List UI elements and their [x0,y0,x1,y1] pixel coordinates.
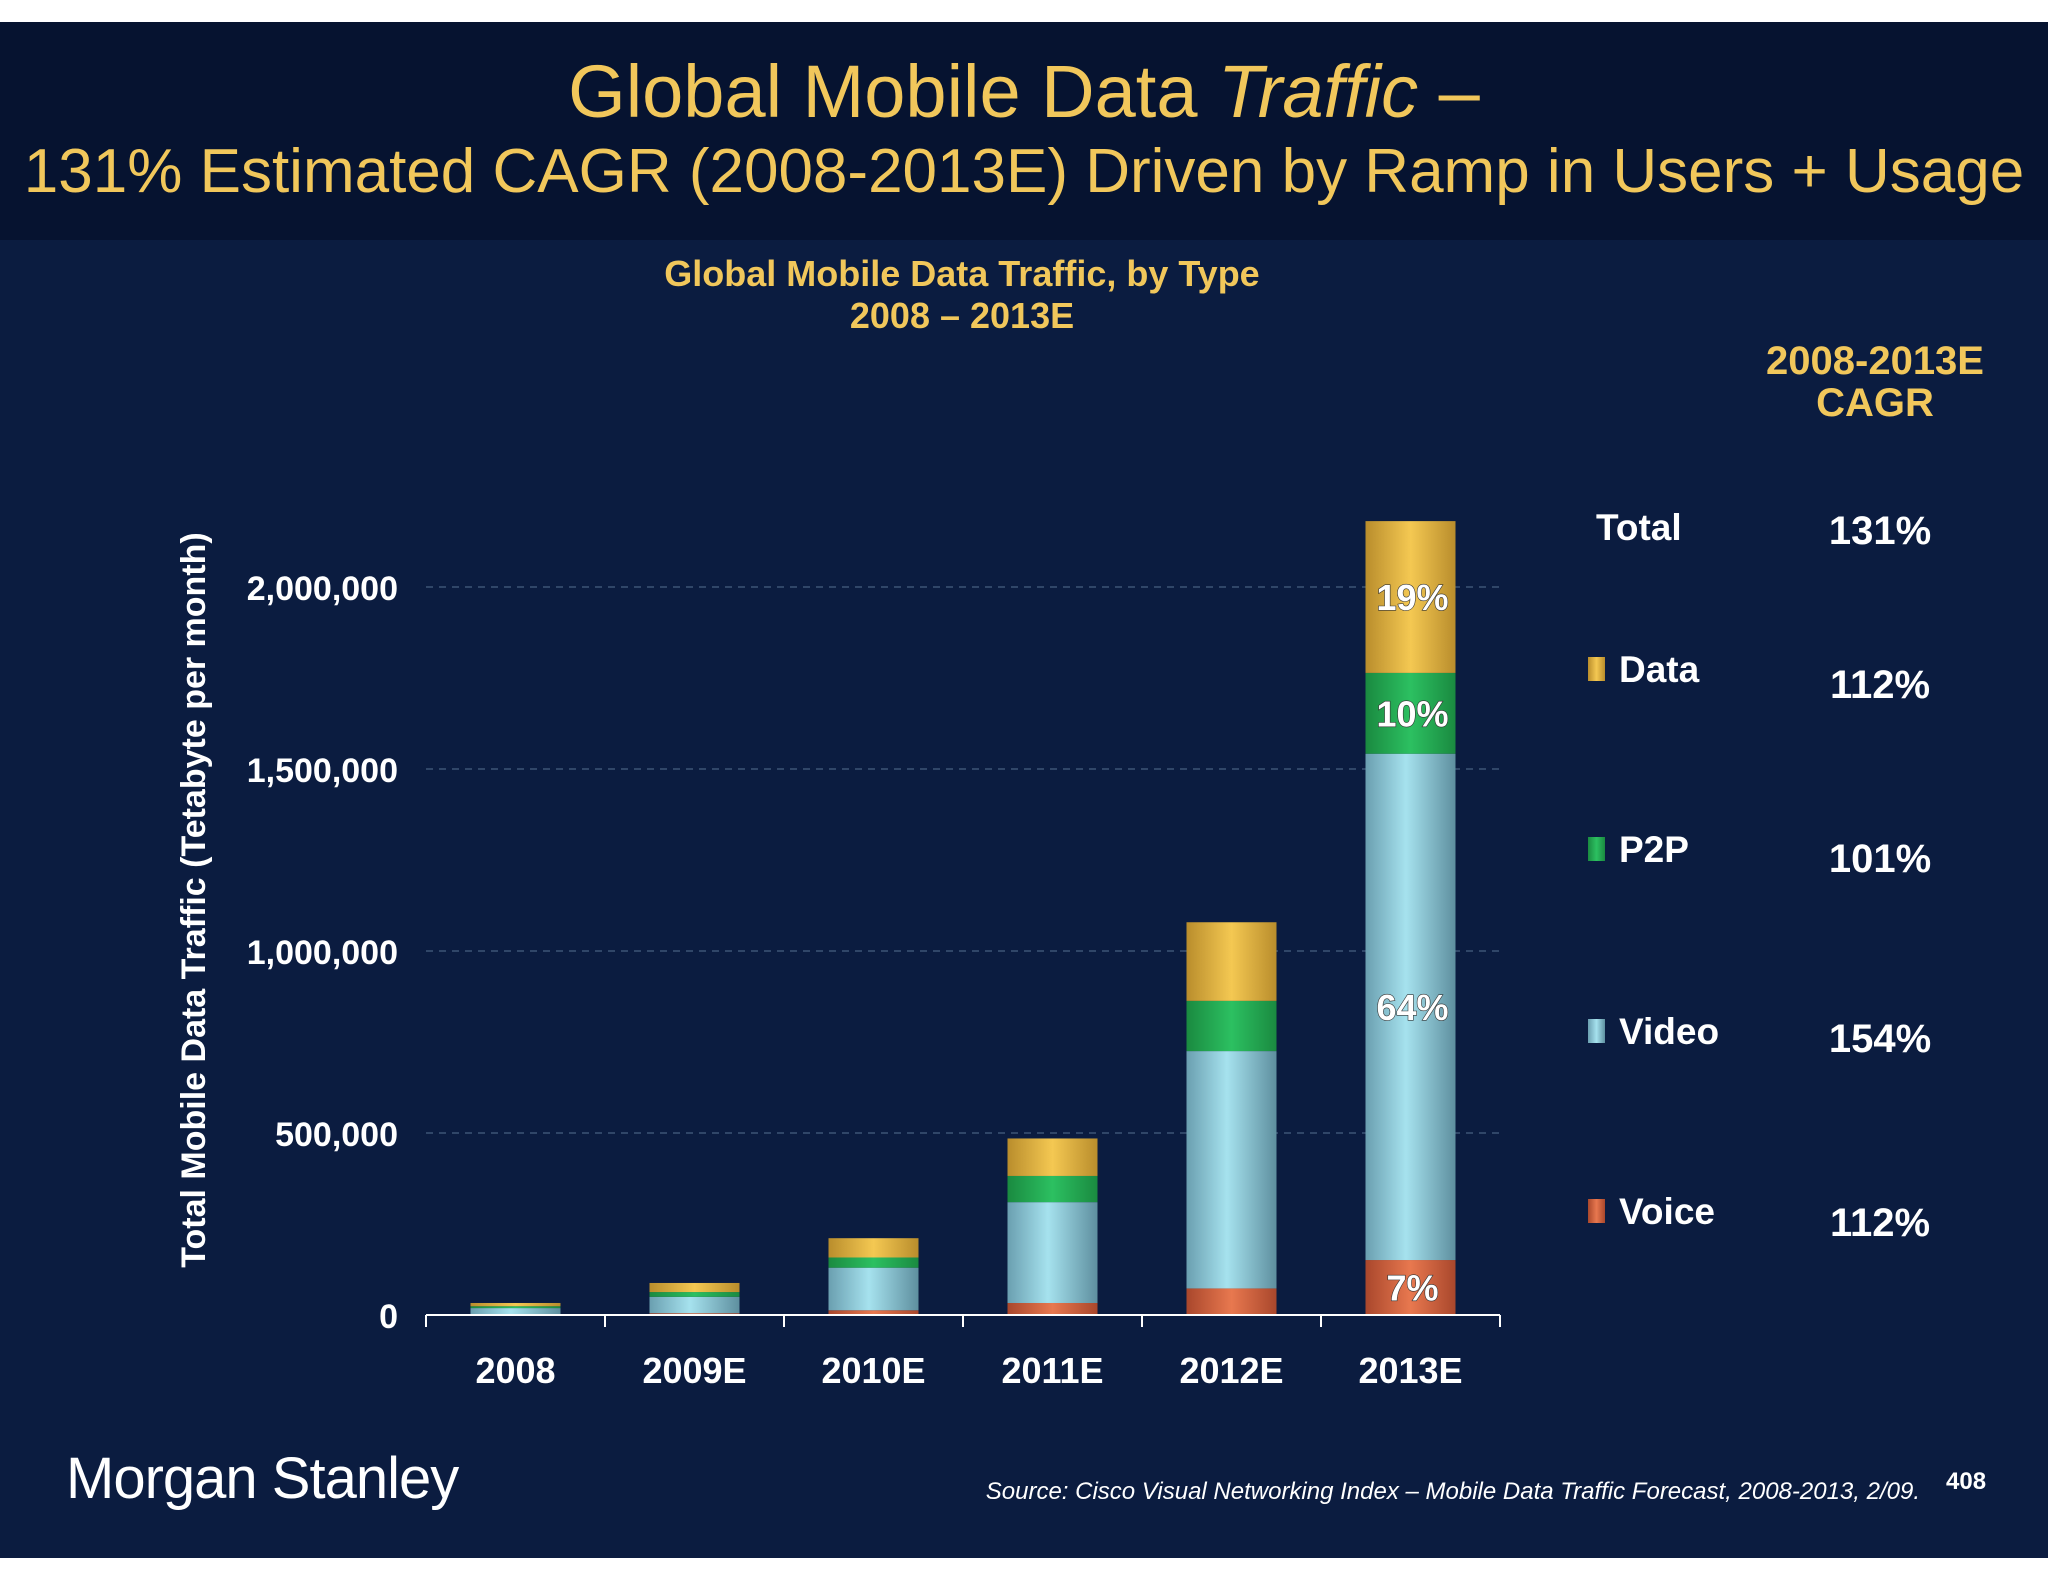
cagr-label-p2p: P2P [1588,828,1689,872]
slide-title-italic: Traffic [1218,50,1419,133]
cagr-label-video-text: Video [1619,1011,1720,1052]
x-tick-label-2011e: 2011E [1001,1350,1103,1391]
slide-title-line1: Global Mobile Data Traffic – [0,42,2048,142]
title-band: Global Mobile Data Traffic – 131% Estima… [0,22,2048,240]
y-tick-label-2: 1,000,000 [247,934,398,972]
slide-title-pre: Global Mobile Data [568,50,1219,133]
slide: Global Mobile Data Traffic – 131% Estima… [0,22,2048,1558]
bar-2012e-data [1186,922,1277,1001]
y-axis-label: Total Mobile Data Traffic (Tetabyte per … [175,532,213,1267]
cagr-label-video: Video [1588,1010,1719,1054]
voice-legend-swatch [1588,1199,1605,1224]
cagr-header-line2: CAGR [1816,381,1934,425]
x-tick-label-2013e: 2013E [1358,1350,1462,1391]
x-tick-label-2012e: 2012E [1179,1350,1283,1391]
cagr-value-video: 154% [1828,1017,1932,1061]
bar-2013e-p2p [1365,672,1456,754]
cagr-label-p2p-text: P2P [1619,829,1689,870]
cagr-label-total: Total [1596,506,1682,550]
x-axis [425,1314,1501,1327]
chart-title: Global Mobile Data Traffic, by Type [664,253,1259,294]
y-tick-label-1: 500,000 [275,1116,398,1154]
bar-2012e-p2p [1186,1000,1277,1052]
cagr-value-data: 112% [1829,663,1931,707]
y-tick-labels: 0 500,000 1,000,000 1,500,000 2,000,000 [247,570,398,1336]
data-label-2013e-p2p: 10% [1376,693,1448,734]
page-number: 408 [1946,1468,1987,1495]
data-labels: 19% 10% 64% 7% [1376,576,1449,1309]
bar-2009e-video [649,1296,740,1314]
bar-2010e-video [828,1267,919,1311]
cagr-value-p2p: 101% [1828,837,1932,881]
stacked-bar-chart: Global Mobile Data Traffic, by Type 2008… [175,253,1501,1391]
source-note: Source: Cisco Visual Networking Index – … [985,1478,1920,1505]
cagr-label-total-text: Total [1596,507,1682,548]
gridlines [426,586,1500,1134]
cagr-header: 2008-2013E CAGR [1725,340,2025,424]
p2p-legend-swatch [1588,837,1605,862]
bar-2010e-p2p [828,1257,919,1268]
bar-2012e-video [1186,1051,1277,1289]
chart-subtitle: 2008 – 2013E [850,295,1074,336]
bar-2010e-voice [828,1310,919,1315]
bar-2011e-video [1007,1202,1098,1303]
x-tick-label-2009e: 2009E [642,1350,746,1391]
bar-2012e-voice [1186,1288,1277,1315]
bar-2008-data [470,1302,561,1307]
cagr-label-data: Data [1588,648,1699,692]
morgan-stanley-logo: Morgan Stanley [66,1446,459,1511]
bar-2009e-data [649,1282,740,1293]
y-tick-label-4: 2,000,000 [247,570,398,608]
y-tick-label-0: 0 [379,1298,398,1336]
bar-2013e-data [1365,521,1456,673]
video-legend-swatch [1588,1019,1605,1044]
bar-2013e-voice [1365,1260,1456,1315]
bar-2008-video [470,1308,561,1315]
cagr-label-data-text: Data [1619,649,1700,690]
slide-title-post: – [1418,50,1480,133]
bar-2009e-p2p [649,1292,740,1297]
cagr-header-line1: 2008-2013E [1766,339,1984,383]
x-tick-label-2010e: 2010E [821,1350,925,1391]
bars [470,521,1456,1315]
data-legend-swatch [1588,657,1605,682]
bar-2011e-voice [1007,1302,1098,1315]
slide-title-line2: 131% Estimated CAGR (2008-2013E) Driven … [23,137,2025,206]
data-label-2013e-voice: 7% [1386,1268,1438,1309]
bar-2011e-p2p [1007,1175,1098,1203]
cagr-label-voice: Voice [1588,1190,1715,1234]
bar-2010e-data [828,1238,919,1258]
x-tick-labels: 2008 2009E 2010E 2011E 2012E 2013E [475,1350,1462,1391]
data-label-2013e-data: 19% [1376,577,1448,618]
x-tick-label-2008: 2008 [475,1350,555,1391]
cagr-label-voice-text: Voice [1619,1191,1715,1232]
cagr-value-total: 131% [1828,509,1932,553]
bar-2008-p2p [470,1306,561,1309]
bar-2013e-video [1365,753,1456,1261]
cagr-value-voice: 112% [1829,1201,1931,1245]
y-tick-label-3: 1,500,000 [247,752,398,790]
data-label-2013e-video: 64% [1376,987,1448,1028]
bar-2011e-data [1007,1138,1098,1176]
